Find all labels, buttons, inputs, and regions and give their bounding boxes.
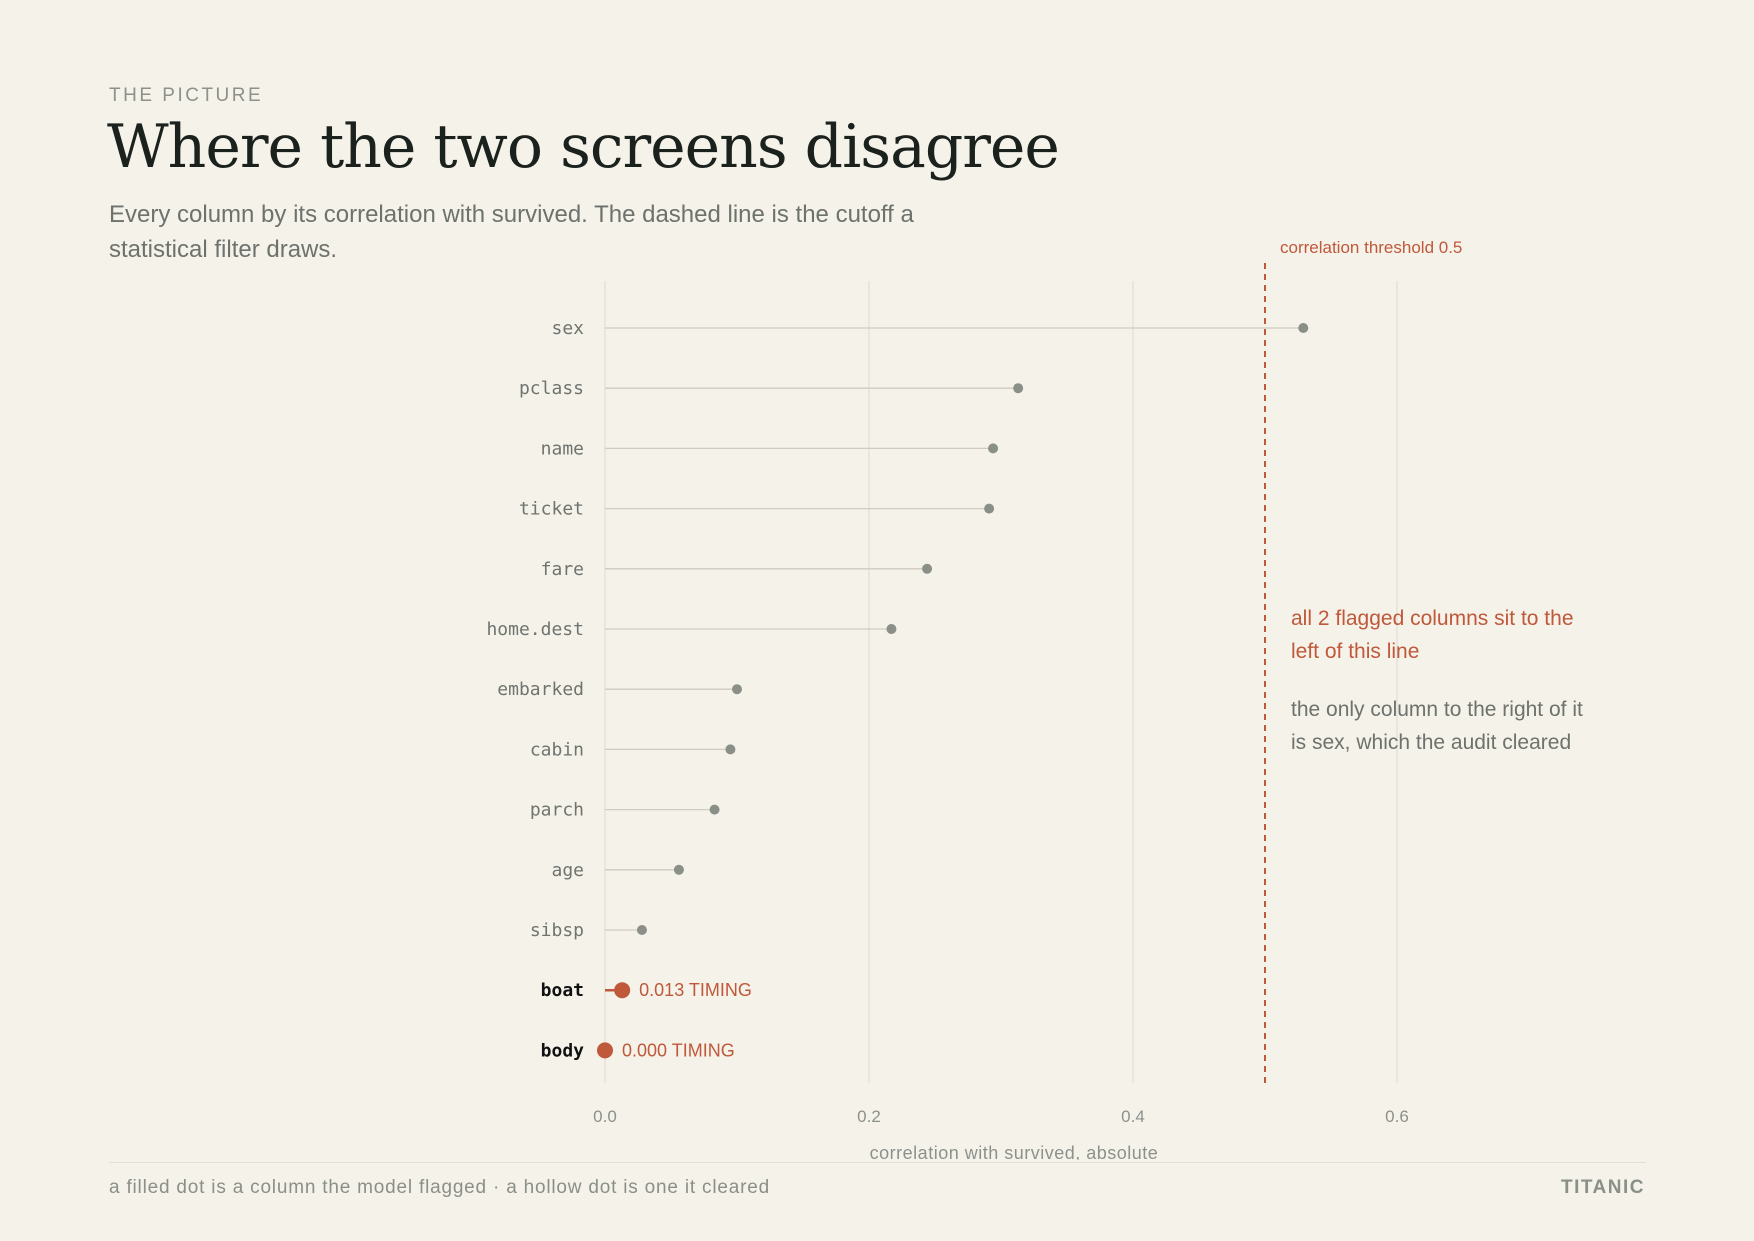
dot-pclass: [1013, 383, 1024, 394]
threshold-layer: correlation threshold 0.5: [1264, 238, 1462, 1083]
row-label-cabin: cabin: [530, 739, 584, 760]
footer-legend-note: a filled dot is a column the model flagg…: [109, 1177, 770, 1198]
stem-layer: [605, 327, 1304, 992]
flagged-note: all 2 flagged columns sit to the left of…: [1291, 607, 1574, 663]
page-title: Where the two screens disagree: [107, 112, 1060, 182]
value-label-boat: 0.013 TIMING: [639, 980, 752, 1000]
row-label-layer: sex pclass name ticket fare home.dest embarked…: [486, 318, 751, 1061]
dot-embarked: [732, 684, 742, 695]
x-axis: 0.0 0.2 0.4 0.6 correlation with survived, a…: [593, 1107, 1409, 1160]
page-subtitle: Every column by its correlation with sur…: [109, 201, 914, 263]
row-label-parch: parch: [530, 800, 584, 821]
x-tick-label: 0.2: [857, 1107, 881, 1126]
threshold-label: correlation threshold 0.5: [1280, 238, 1462, 257]
dot-layer: [597, 323, 1309, 1059]
row-label-fare: fare: [541, 559, 584, 580]
cleared-note: the only column to the right of it is se…: [1291, 698, 1583, 754]
row-label-pclass: pclass: [519, 378, 584, 399]
lollipop-chart: sex pclass name ticket fare home.dest embarked…: [486, 238, 1462, 1160]
x-tick-label: 0.0: [593, 1107, 617, 1126]
dot-name: [988, 443, 999, 454]
row-label-name: name: [541, 438, 584, 459]
dot-fare: [922, 563, 933, 574]
row-label-age: age: [551, 860, 584, 881]
row-label-embarked: embarked: [497, 679, 584, 700]
footer-brand: TITANIC: [1560, 1177, 1645, 1198]
x-tick-label: 0.6: [1385, 1107, 1409, 1126]
dot-parch: [709, 804, 720, 815]
dot-body: [597, 1042, 613, 1059]
row-label-home.dest: home.dest: [486, 619, 584, 640]
dot-cabin: [725, 744, 736, 755]
dot-sex: [1298, 323, 1309, 333]
row-label-body: body: [541, 1040, 585, 1061]
dot-home.dest: [886, 624, 897, 634]
value-label-body: 0.000 TIMING: [622, 1040, 735, 1060]
eyebrow-label: THE PICTURE: [109, 85, 264, 106]
x-axis-label: correlation with survived, absolute: [870, 1143, 1159, 1160]
row-label-sibsp: sibsp: [530, 920, 584, 941]
dot-ticket: [984, 503, 995, 514]
dot-sibsp: [636, 925, 647, 935]
dot-boat: [614, 982, 631, 999]
footer-divider: [109, 1162, 1646, 1163]
row-label-boat: boat: [541, 980, 584, 1001]
row-label-sex: sex: [551, 318, 584, 339]
row-label-ticket: ticket: [519, 499, 584, 520]
grid-layer: [604, 281, 1398, 1083]
x-tick-label: 0.4: [1121, 1107, 1145, 1126]
dot-age: [673, 864, 684, 875]
